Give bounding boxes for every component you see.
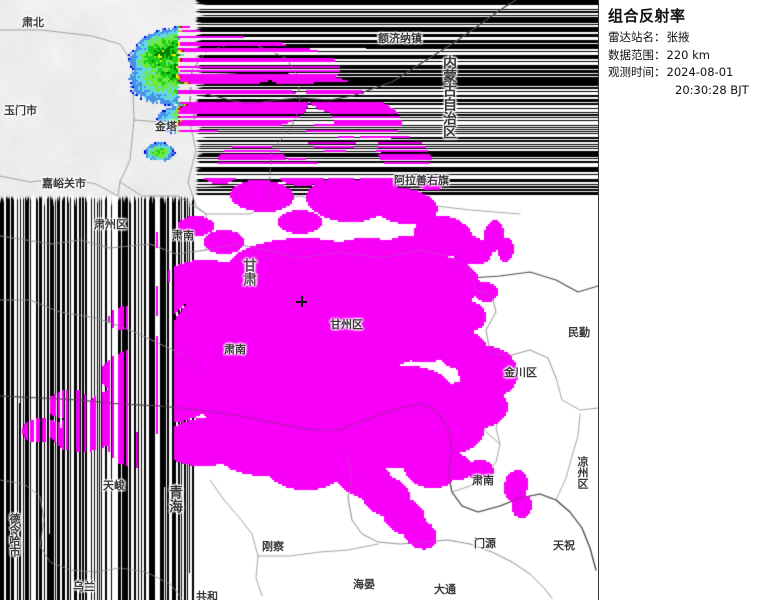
info-label-station: 雷达站名： [608,30,666,44]
radar-info-block: 雷达站名： 张掖 数据范围： 220 km 观测时间： 2024-08-01 2… [608,30,749,98]
info-label-time: 观测时间： [608,65,666,79]
info-value-time-clock: 20:30:28 BJT [675,82,749,97]
info-side-panel: 组合反射率 雷达站名： 张掖 数据范围： 220 km 观测时间： 2024-0… [599,0,757,600]
info-row-time: 观测时间： 2024-08-01 [608,65,749,80]
radar-map-panel[interactable]: 肃北 玉门市 嘉峪关市 金塔 额济纳镇 阿拉善右旗 肃州区 肃南 甘州区 肃南 金川区 民勤 肃南 门源天… [0,0,599,600]
radar-reflectivity-canvas[interactable] [0,0,598,600]
info-value-station: 张掖 [666,30,690,44]
info-row-station: 雷达站名： 张掖 [608,30,749,45]
info-value-range: 220 km [666,47,710,62]
product-title: 组合反射率 [608,7,686,25]
info-row-range: 数据范围： 220 km [608,48,749,63]
info-label-range: 数据范围： [608,47,666,62]
info-value-time-date: 2024-08-01 [666,65,734,79]
